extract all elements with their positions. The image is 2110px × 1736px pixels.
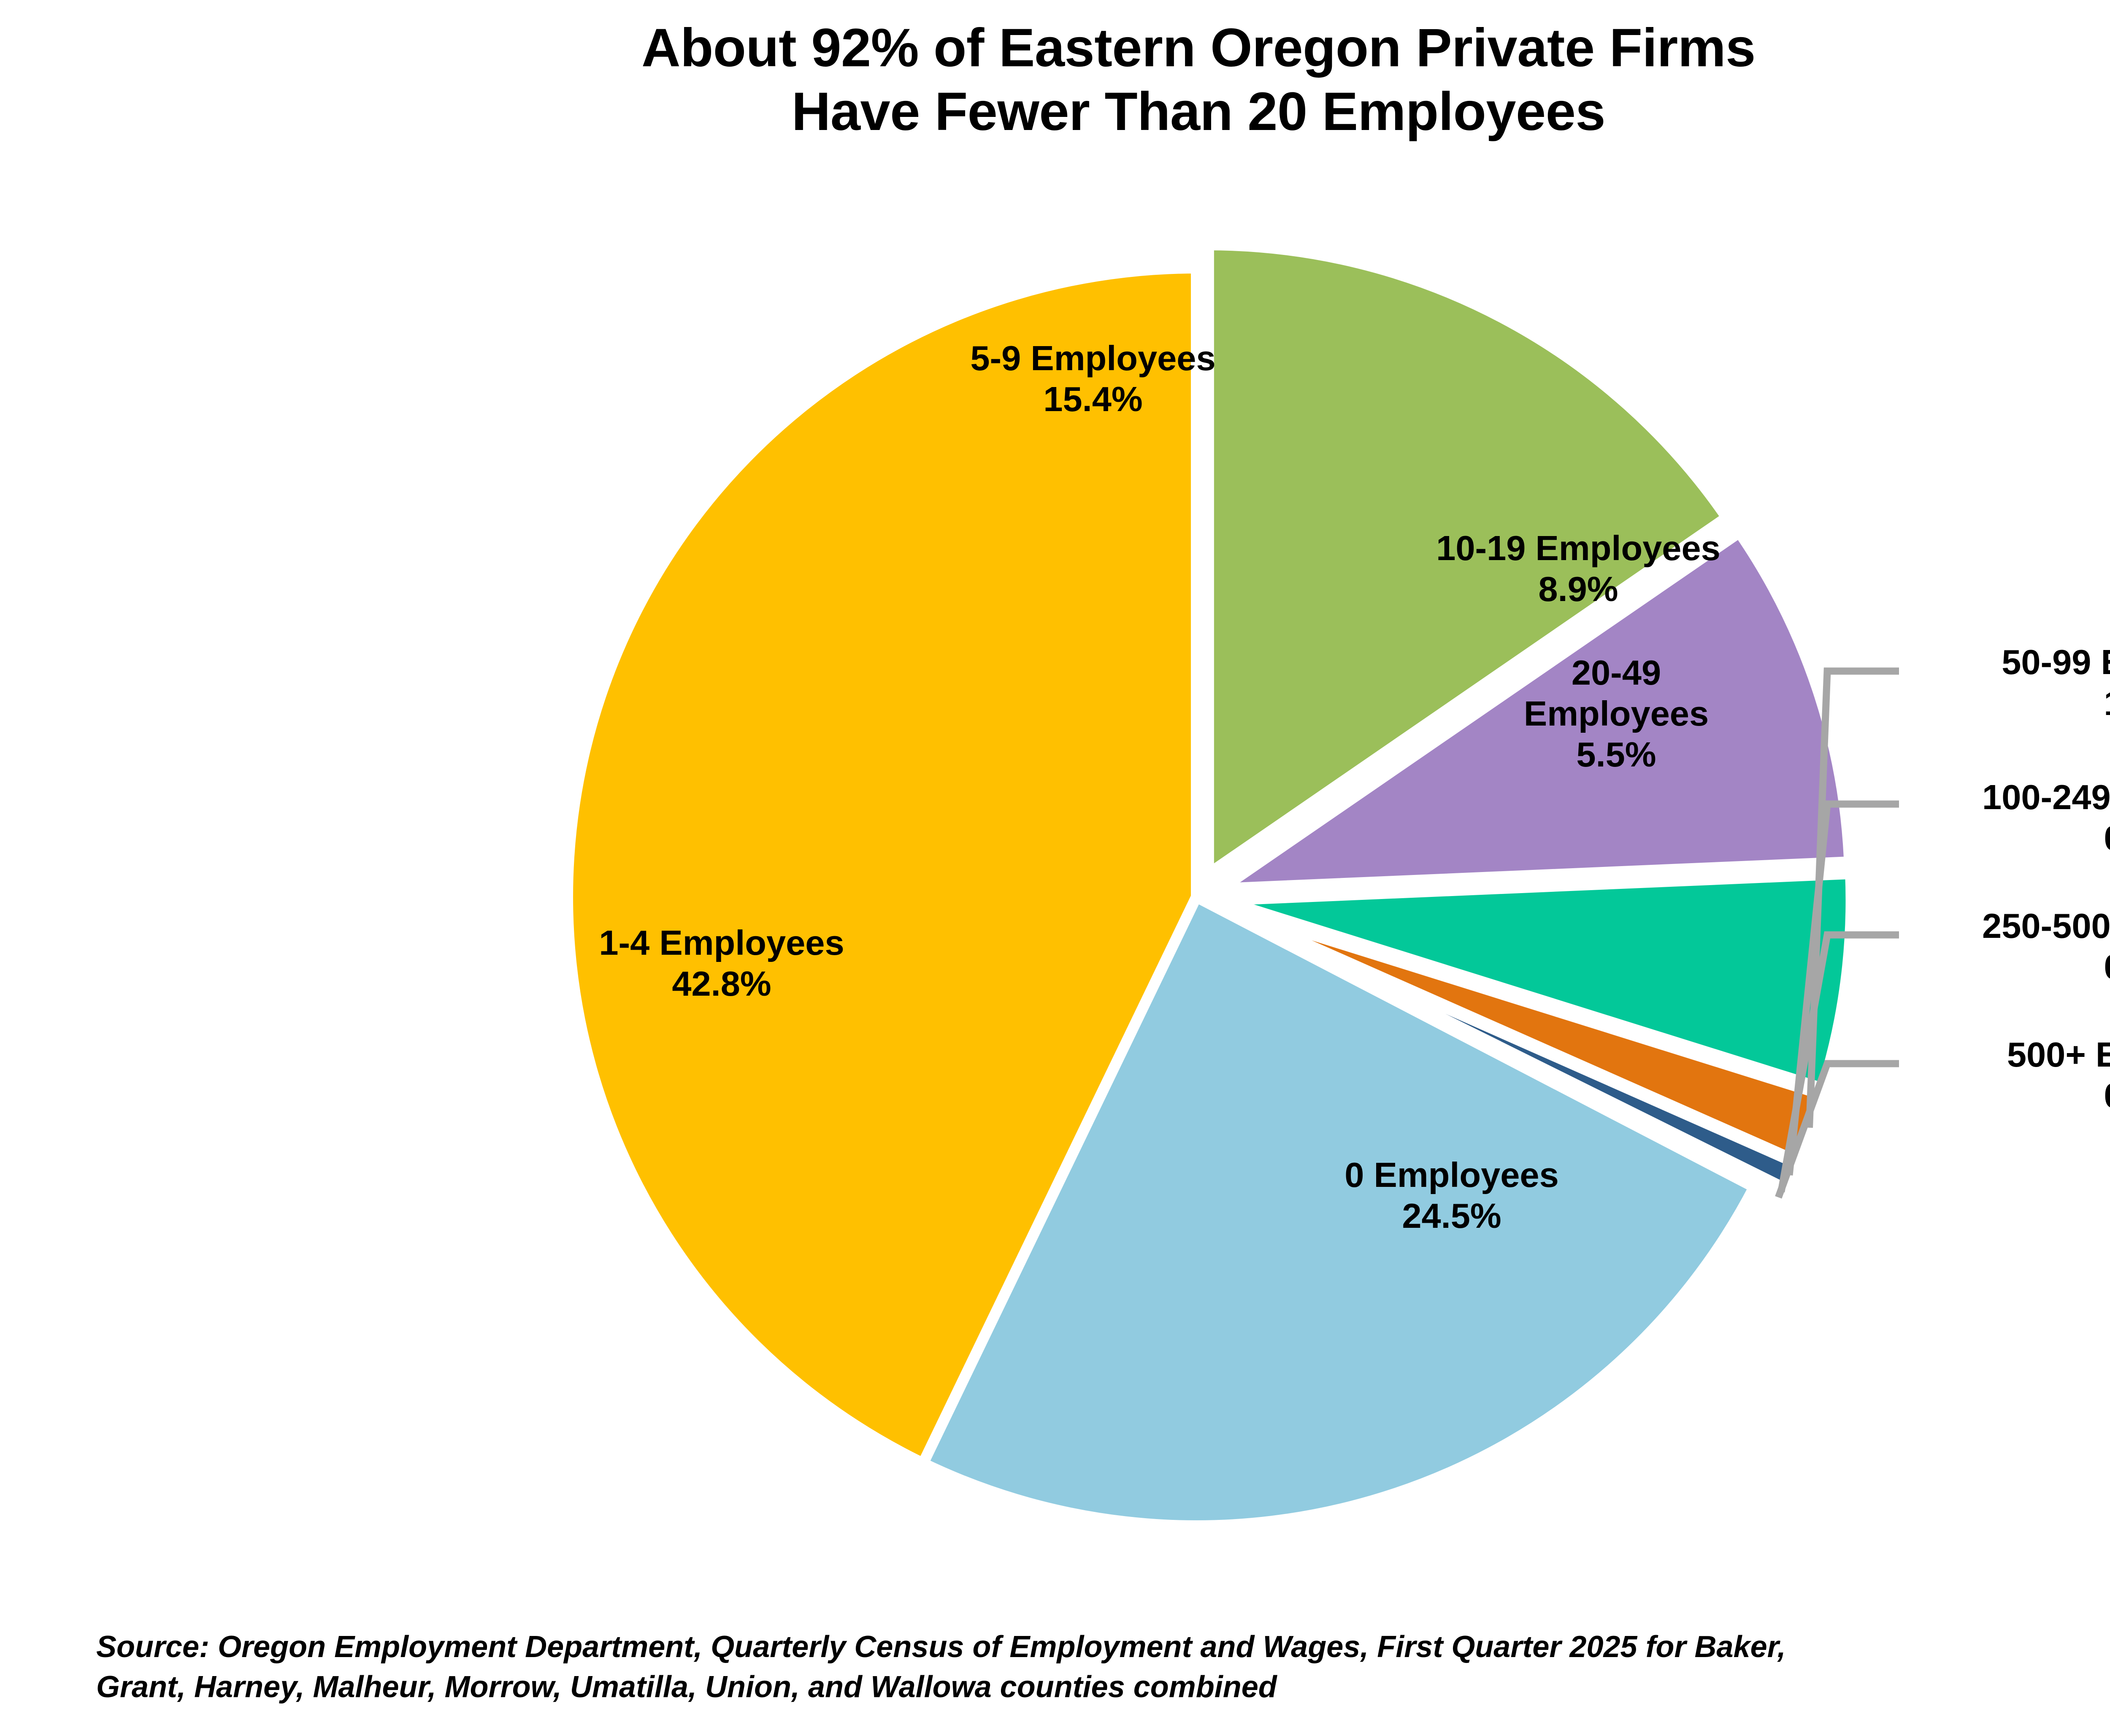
slice-label-value: 5.5% [1576, 735, 1656, 775]
slice-label-10-19-employees: 10-19 Employees 8.9% [1325, 528, 1831, 609]
callout-label-value: 0.2% [1907, 946, 2110, 987]
pie-slice [1215, 527, 1855, 894]
slice-label-name: 1-4 Employees [599, 923, 844, 962]
callout-label-500-plus-employees: 500+ Employees 0.1% [1907, 1034, 2110, 1116]
page-title: About 92% of Eastern Oregon Private Firm… [0, 16, 2110, 144]
slice-label-1-4-employees: 1-4 Employees 42.8% [468, 922, 975, 1004]
callout-label-name: 100-249 Employees [1982, 777, 2110, 817]
callout-label-value: 0.7% [1907, 818, 2110, 859]
leader-line [1785, 800, 1899, 1176]
slice-label-name: 10-19 Employees [1436, 528, 1720, 568]
slice-label-value: 8.9% [1538, 569, 1618, 609]
slice-label-value: 42.8% [672, 964, 771, 1004]
pie-slice [917, 891, 1760, 1531]
source-note: Source: Oregon Employment Department, Qu… [96, 1627, 2110, 1707]
slice-label-0-employees: 0 Employees 24.5% [1262, 1154, 1642, 1236]
slice-label-value: 15.4% [1043, 379, 1143, 419]
title-line-2: Have Fewer Than 20 Employees [791, 81, 1606, 142]
callout-label-name: 50-99 Employees [2002, 642, 2110, 682]
title-line-1: About 92% of Eastern Oregon Private Firm… [641, 18, 1756, 78]
callout-label-50-99-employees: 50-99 Employees 1.8% [1907, 642, 2110, 723]
callout-label-value: 1.8% [1907, 682, 2110, 723]
callout-label-value: 0.1% [1907, 1075, 2110, 1116]
slice-label-value: 24.5% [1402, 1196, 1501, 1236]
source-line-1: Source: Oregon Employment Department, Qu… [96, 1630, 1786, 1664]
callout-label-name: 250-500 Employees [1982, 906, 2110, 945]
slice-label-5-9-employees: 5-9 Employees 15.4% [840, 338, 1346, 420]
pie-slice-group [562, 239, 1857, 1531]
callout-label-250-500-employees: 250-500 Employees 0.2% [1907, 905, 2110, 987]
slice-label-name: 0 Employees [1344, 1155, 1559, 1194]
callout-label-name: 500+ Employees [2007, 1035, 2110, 1074]
leader-line [1775, 1060, 1899, 1199]
leader-line [1806, 667, 1899, 1128]
pie-slice [562, 263, 1202, 1469]
slice-label-20-49-employees: 20-49 Employees 5.5% [1507, 652, 1726, 775]
pie-slice [1203, 239, 1732, 880]
leader-line [1777, 931, 1899, 1193]
source-line-2: Grant, Harney, Malheur, Morrow, Umatilla… [96, 1670, 1277, 1704]
leader-line-group [1775, 667, 1899, 1199]
slice-label-name: 5-9 Employees [970, 339, 1216, 378]
slice-label-name: 20-49 [1571, 653, 1661, 692]
slice-label-name-2: Employees [1523, 694, 1709, 734]
callout-label-100-249-employees: 100-249 Employees 0.7% [1907, 777, 2110, 859]
